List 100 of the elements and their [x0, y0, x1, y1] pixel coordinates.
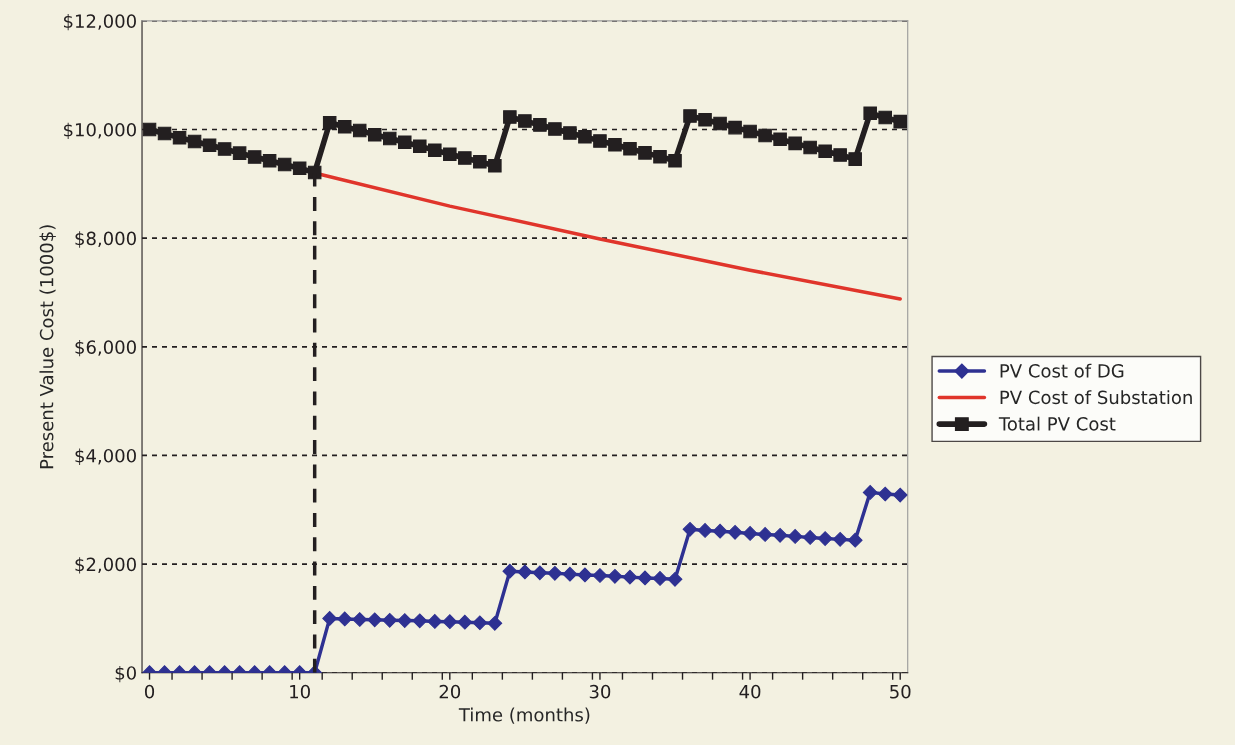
point [802, 530, 818, 545]
x-tick-label: 20 [439, 684, 461, 699]
y-tick-label: $0 [115, 665, 136, 683]
point [592, 568, 608, 583]
point [593, 134, 607, 148]
point [548, 122, 562, 136]
point [623, 142, 637, 156]
point [578, 130, 592, 144]
point [352, 123, 367, 138]
point [773, 132, 787, 147]
point [517, 564, 533, 580]
legend-label: Total PV Cost [998, 416, 1116, 431]
point [427, 614, 443, 629]
point [202, 138, 217, 153]
point [878, 110, 892, 125]
point [848, 152, 862, 166]
y-tick-label: $4,000 [75, 448, 136, 465]
point [787, 528, 803, 544]
point [142, 122, 157, 137]
point [397, 613, 413, 628]
point [367, 612, 383, 628]
point [757, 527, 773, 542]
point [172, 130, 187, 145]
point [458, 151, 472, 165]
point [413, 139, 427, 154]
point [682, 521, 698, 537]
point [518, 114, 532, 128]
point [638, 146, 652, 160]
x-tick-label: 30 [589, 684, 611, 699]
legend-label: PV Cost of DG [1000, 363, 1124, 378]
point [442, 614, 458, 630]
point [398, 135, 412, 150]
point [877, 486, 893, 502]
point [533, 118, 547, 132]
point [457, 614, 473, 630]
y-tick-label: $8,000 [75, 231, 136, 248]
point [503, 110, 517, 124]
point [728, 120, 742, 135]
point [337, 611, 353, 627]
point [502, 563, 518, 579]
point [247, 150, 262, 164]
point [232, 146, 247, 160]
point [443, 147, 457, 161]
point [187, 134, 202, 149]
y-tick-label: $2,000 [75, 557, 136, 574]
y-tick-label: $6,000 [75, 339, 136, 357]
point [668, 153, 682, 168]
x-tick-label: 10 [290, 684, 310, 699]
x-tick-label: 0 [144, 684, 155, 699]
point [487, 615, 503, 631]
point [367, 127, 382, 142]
point [832, 531, 848, 547]
point [607, 568, 623, 584]
point [893, 114, 907, 129]
point [637, 570, 653, 586]
point [817, 531, 833, 546]
point [382, 131, 397, 146]
point [547, 565, 563, 581]
point [292, 161, 307, 176]
point [157, 126, 172, 141]
x-axis-title: Time (months) [458, 707, 590, 724]
point [862, 484, 878, 500]
point [788, 136, 802, 151]
point [652, 571, 668, 586]
y-tick-label: $12,000 [64, 14, 136, 31]
point [412, 613, 428, 629]
legend-label: PV Cost of Substation [1000, 390, 1192, 405]
point [322, 611, 338, 626]
point [833, 148, 847, 162]
point [697, 523, 713, 538]
y-axis-title: Present Value Cost (1000$) [39, 225, 56, 469]
point [337, 120, 352, 134]
point [382, 612, 398, 628]
point [322, 115, 337, 130]
point [742, 526, 758, 541]
point [277, 157, 292, 172]
point [577, 567, 593, 583]
point [713, 116, 727, 131]
point [562, 566, 578, 582]
x-tick-label: 40 [739, 684, 761, 699]
point [863, 106, 877, 120]
point [608, 137, 622, 152]
point [803, 140, 817, 155]
point [847, 532, 863, 548]
point [622, 569, 638, 585]
point [262, 153, 277, 168]
point [488, 158, 502, 173]
point [352, 612, 368, 627]
point [698, 112, 712, 127]
point [683, 109, 697, 123]
point [743, 124, 757, 139]
point [667, 571, 683, 587]
point [892, 487, 908, 503]
point [473, 155, 487, 169]
point [563, 126, 577, 140]
point [758, 128, 772, 143]
point [772, 527, 788, 543]
point [712, 523, 728, 539]
point [532, 565, 548, 581]
x-tick-label: 50 [890, 684, 911, 699]
